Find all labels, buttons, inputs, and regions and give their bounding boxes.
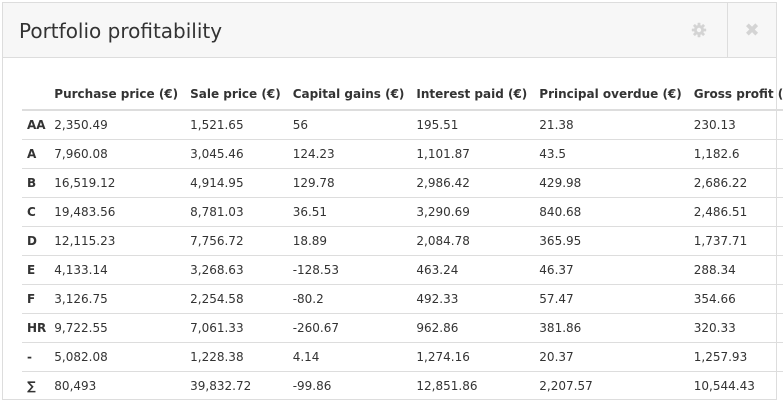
sale-price-cell: 7,061.33 [184,313,287,343]
interest-paid-cell: 2,986.42 [410,168,534,198]
interest-paid-cell: 3,290.69 [410,197,534,227]
column-header-gross-profit: Gross profit (€) [687,78,783,111]
row-label: E [22,255,49,285]
purchase-price-cell: 16,519.12 [48,168,185,198]
principal-overdue-cell: 57.47 [533,284,688,314]
gross-profit-cell: 1,257.93 [687,342,783,372]
interest-paid-cell: 1,274.16 [410,342,534,372]
purchase-price-cell: 5,082.08 [48,342,185,372]
column-header-purchase-price: Purchase price (€) [48,78,185,111]
principal-overdue-cell: 43.5 [533,139,688,169]
principal-overdue-cell: 20.37 [533,342,688,372]
gross-profit-cell: 230.13 [687,110,783,140]
sale-price-cell: 4,914.95 [184,168,287,198]
panel-header: Portfolio profitability ✖ [3,3,776,58]
row-label: ∑ [27,379,36,393]
row-label: B [22,168,49,198]
panel-title: Portfolio profitability [19,19,223,43]
principal-overdue-cell: 429.98 [533,168,688,198]
row-label: F [22,284,49,314]
row-label: - [22,342,49,372]
sale-price-cell: 3,045.46 [184,139,287,169]
sale-price-cell: 3,268.63 [184,255,287,285]
interest-paid-cell: 492.33 [410,284,534,314]
column-header-capital-gains: Capital gains (€) [286,78,411,111]
principal-overdue-cell: 2,207.57 [539,379,593,393]
profitability-table: Purchase price (€) Sale price (€) Capita… [22,78,783,400]
capital-gains-cell: 36.51 [286,197,411,227]
capital-gains-cell: 124.23 [286,139,411,169]
table-row: A 7,960.08 3,045.46 124.23 1,101.87 43.5… [22,139,783,169]
principal-overdue-cell: 21.38 [533,110,688,140]
settings-button[interactable] [676,3,722,57]
purchase-price-cell: 4,133.14 [48,255,185,285]
row-label: HR [22,313,49,343]
table-row: - 5,082.08 1,228.38 4.14 1,274.16 20.37 … [22,342,783,372]
purchase-price-cell: 7,960.08 [48,139,185,169]
column-header-interest-paid: Interest paid (€) [410,78,534,111]
gross-profit-cell: 1,182.6 [687,139,783,169]
sale-price-cell: 39,832.72 [190,379,252,393]
table-header-row: Purchase price (€) Sale price (€) Capita… [22,78,783,111]
table-row: AA 2,350.49 1,521.65 56 195.51 21.38 230… [22,110,783,140]
gear-icon [691,22,707,38]
close-icon: ✖ [744,19,760,41]
capital-gains-cell: -128.53 [286,255,411,285]
capital-gains-cell: -80.2 [286,284,411,314]
row-label: D [22,226,49,256]
capital-gains-cell: 4.14 [286,342,411,372]
purchase-price-cell: 80,493 [54,379,97,393]
purchase-price-cell: 12,115.23 [48,226,185,256]
interest-paid-cell: 1,101.87 [410,139,534,169]
purchase-price-cell: 19,483.56 [48,197,185,227]
principal-overdue-cell: 381.86 [533,313,688,343]
gross-profit-cell: 2,486.51 [687,197,783,227]
capital-gains-cell: 18.89 [286,226,411,256]
table-row: E 4,133.14 3,268.63 -128.53 463.24 46.37… [22,255,783,285]
sale-price-cell: 2,254.58 [184,284,287,314]
purchase-price-cell: 2,350.49 [48,110,185,140]
column-header-principal-overdue: Principal overdue (€) [533,78,688,111]
gross-profit-cell: 288.34 [687,255,783,285]
interest-paid-cell: 463.24 [410,255,534,285]
interest-paid-cell: 962.86 [410,313,534,343]
sale-price-cell: 8,781.03 [184,197,287,227]
table-row-total: ∑ 80,493 39,832.72 -99.86 12,851.86 2,20… [22,372,783,401]
principal-overdue-cell: 46.37 [533,255,688,285]
row-label: AA [22,110,49,140]
close-button[interactable]: ✖ [727,3,776,57]
sale-price-cell: 1,521.65 [184,110,287,140]
interest-paid-cell: 195.51 [410,110,534,140]
gross-profit-cell: 320.33 [687,313,783,343]
table-row: HR 9,722.55 7,061.33 -260.67 962.86 381.… [22,313,783,343]
principal-overdue-cell: 840.68 [533,197,688,227]
gross-profit-cell: 1,737.71 [687,226,783,256]
purchase-price-cell: 3,126.75 [48,284,185,314]
table-row: C 19,483.56 8,781.03 36.51 3,290.69 840.… [22,197,783,227]
sale-price-cell: 1,228.38 [184,342,287,372]
row-label: A [22,139,49,169]
principal-overdue-cell: 365.95 [533,226,688,256]
gross-profit-cell: 354.66 [687,284,783,314]
table-row: B 16,519.12 4,914.95 129.78 2,986.42 429… [22,168,783,198]
capital-gains-cell: -99.86 [292,379,332,393]
capital-gains-cell: 56 [286,110,411,140]
purchase-price-cell: 9,722.55 [48,313,185,343]
sale-price-cell: 7,756.72 [184,226,287,256]
table-row: D 12,115.23 7,756.72 18.89 2,084.78 365.… [22,226,783,256]
row-label: C [22,197,49,227]
interest-paid-cell: 12,851.86 [416,379,478,393]
interest-paid-cell: 2,084.78 [410,226,534,256]
column-header-sale-price: Sale price (€) [184,78,287,111]
column-header-rating [22,78,49,111]
gross-profit-cell: 10,544.43 [693,379,755,393]
capital-gains-cell: 129.78 [286,168,411,198]
gross-profit-cell: 2,686.22 [687,168,783,198]
capital-gains-cell: -260.67 [286,313,411,343]
table-row: F 3,126.75 2,254.58 -80.2 492.33 57.47 3… [22,284,783,314]
